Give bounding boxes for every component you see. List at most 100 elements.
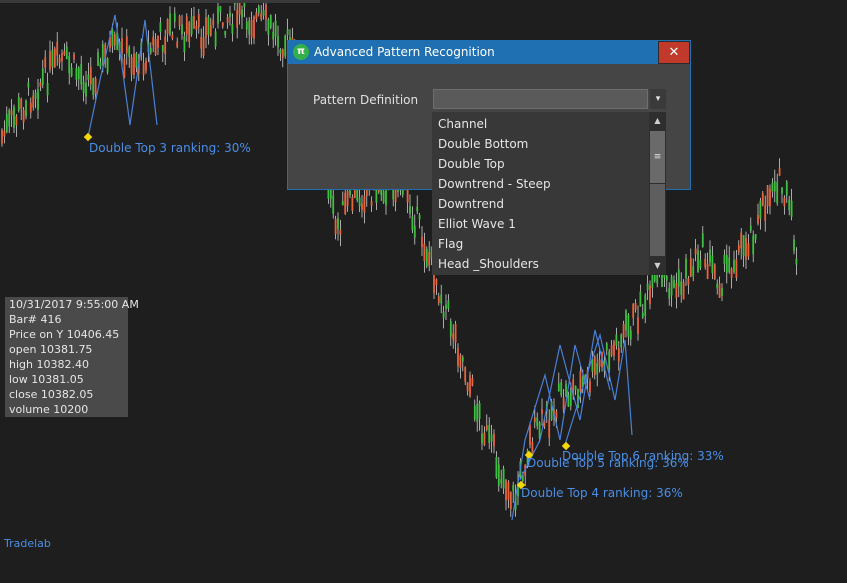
candle-body xyxy=(689,257,692,277)
dropdown-item-elliot-wave-1[interactable]: Elliot Wave 1 xyxy=(438,217,516,231)
candle-body xyxy=(430,246,433,259)
candle-body xyxy=(382,190,385,203)
scroll-down-icon[interactable]: ▼ xyxy=(654,261,661,270)
candle-body xyxy=(721,287,723,296)
candle-body xyxy=(694,248,697,255)
candle-body xyxy=(123,58,126,78)
candle-body xyxy=(46,83,49,96)
dropdown-item-downtrend-steep[interactable]: Downtrend - Steep xyxy=(438,177,551,191)
dropdown-scrollbar[interactable]: ▲ ≡ ▼ xyxy=(649,112,666,275)
candle-body xyxy=(77,67,80,80)
candle-body xyxy=(361,203,363,210)
chevron-down-icon[interactable]: ▾ xyxy=(650,89,666,109)
candle-body xyxy=(783,197,786,207)
candle-body xyxy=(217,6,219,24)
candle-body xyxy=(704,258,707,268)
candle-body xyxy=(236,9,239,28)
candle-body xyxy=(507,482,510,500)
candle-body xyxy=(34,92,37,99)
candle-body xyxy=(243,0,246,8)
candle-body xyxy=(416,206,419,212)
dropdown-item-flag[interactable]: Flag xyxy=(438,237,464,251)
candle-body xyxy=(176,41,179,48)
candle-body xyxy=(265,4,267,20)
candle-body xyxy=(773,181,776,192)
candle-body xyxy=(728,257,731,273)
candle-body xyxy=(272,31,275,40)
candle-body xyxy=(101,44,104,62)
scroll-thumb[interactable]: ≡ xyxy=(650,131,665,183)
candle-body xyxy=(8,110,11,127)
candle-body xyxy=(677,269,680,287)
candle-body xyxy=(557,383,560,392)
candle-body xyxy=(97,52,99,66)
candle-body xyxy=(375,181,378,203)
candle-body xyxy=(262,9,265,16)
candle-body xyxy=(25,100,27,117)
top-toolbar-strip xyxy=(0,0,320,3)
candle-body xyxy=(541,408,543,415)
candle-body xyxy=(785,181,788,196)
pattern-marker xyxy=(516,480,526,490)
dropdown-item-double-top[interactable]: Double Top xyxy=(438,157,505,171)
candle-body xyxy=(169,13,171,35)
candle-body xyxy=(483,432,486,446)
candle-body xyxy=(413,225,416,238)
candle-body xyxy=(437,296,440,303)
candle-body xyxy=(680,281,683,295)
candle-body xyxy=(562,397,565,410)
dropdown-item-head-shoulders[interactable]: Head _Shoulders xyxy=(438,257,539,271)
candle-body xyxy=(92,78,95,96)
dropdown-item-downtrend[interactable]: Downtrend xyxy=(438,197,504,211)
info-bar-number: Bar# 416 xyxy=(9,313,62,326)
candle-body xyxy=(32,95,35,108)
candle-body xyxy=(279,49,282,54)
candle-body xyxy=(452,333,455,340)
dialog-titlebar[interactable]: π Advanced Pattern Recognition ✕ xyxy=(288,41,690,64)
candle-body xyxy=(591,358,594,372)
dropdown-item-channel[interactable]: Channel xyxy=(438,117,488,131)
bar-info-panel: 10/31/2017 9:55:00 AM Bar# 416 Price on … xyxy=(5,297,139,417)
candle-body xyxy=(421,236,423,248)
candle-body xyxy=(742,235,745,256)
candle-body xyxy=(697,250,699,272)
candle-body xyxy=(740,232,743,249)
pattern-definition-combo[interactable] xyxy=(433,89,648,109)
candle-body xyxy=(649,285,651,304)
candle-body xyxy=(142,63,145,76)
candle-body xyxy=(181,24,183,35)
candle-body xyxy=(157,35,159,48)
candle-body xyxy=(80,63,83,85)
candle-body xyxy=(550,401,553,421)
close-button[interactable]: ✕ xyxy=(658,41,690,64)
candle-body xyxy=(94,78,97,95)
candle-body xyxy=(250,19,253,38)
candle-body xyxy=(490,434,493,442)
candle-body xyxy=(497,464,500,486)
candle-body xyxy=(622,324,625,338)
pattern-line xyxy=(564,332,633,446)
candle-body xyxy=(509,491,512,510)
info-datetime: 10/31/2017 9:55:00 AM xyxy=(9,298,139,311)
info-volume: volume 10200 xyxy=(9,403,89,416)
candle-body xyxy=(665,275,668,281)
candle-body xyxy=(788,199,791,211)
candle-body xyxy=(747,243,750,257)
candle-body xyxy=(608,351,611,370)
candle-body xyxy=(769,189,771,207)
candle-body xyxy=(425,248,428,267)
scroll-up-icon[interactable]: ▲ xyxy=(654,116,661,125)
candle-body xyxy=(687,278,690,285)
candle-body xyxy=(605,343,608,351)
candle-body xyxy=(457,348,459,366)
pattern-label-double-top-5: Double Top 5 ranking: 36% xyxy=(527,456,689,470)
candle-body xyxy=(406,185,409,203)
candle-body xyxy=(459,354,462,368)
dropdown-item-double-bottom[interactable]: Double Bottom xyxy=(438,137,529,151)
pattern-definition-dropdown[interactable]: Channel Double Bottom Double Top Downtre… xyxy=(432,112,666,275)
pattern-marker xyxy=(561,441,571,451)
candle-body xyxy=(771,183,774,192)
scroll-track[interactable] xyxy=(650,184,665,256)
candle-body xyxy=(20,98,23,109)
